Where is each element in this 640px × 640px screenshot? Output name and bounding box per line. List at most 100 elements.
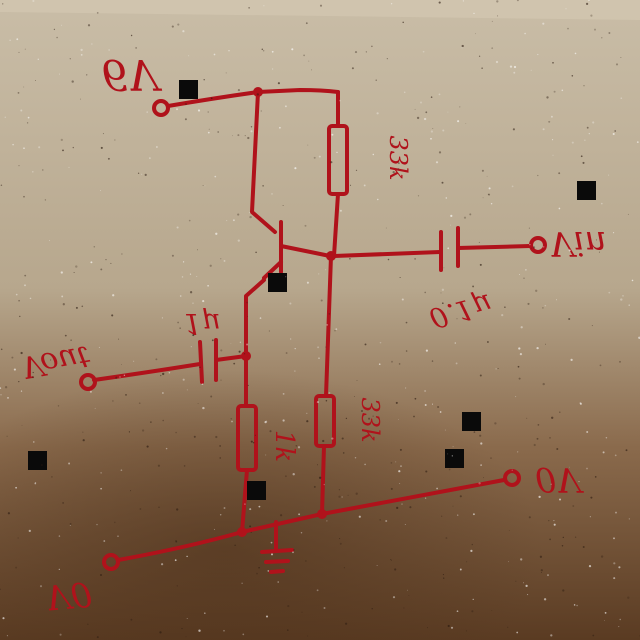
noise-speck — [588, 0, 591, 1]
noise-speck — [586, 467, 588, 470]
noise-speck — [349, 184, 352, 186]
noise-speck — [613, 562, 616, 565]
noise-speck — [338, 495, 341, 498]
noise-speck — [430, 137, 432, 140]
noise-speck — [438, 93, 441, 96]
noise-speck — [618, 566, 621, 569]
noise-speck — [487, 193, 490, 196]
noise-speck — [18, 381, 20, 383]
noise-speck — [193, 435, 196, 438]
noise-speck — [354, 51, 358, 54]
noise-speck — [556, 299, 557, 301]
noise-speck — [615, 511, 617, 514]
noise-speck — [307, 635, 309, 637]
noise-speck — [270, 553, 274, 556]
noise-speck — [511, 185, 514, 188]
noise-speck — [62, 502, 64, 504]
noise-speck — [118, 338, 120, 340]
noise-speck — [204, 185, 206, 187]
noise-speck — [539, 555, 543, 558]
noise-speck — [358, 515, 361, 518]
noise-speck — [424, 390, 427, 392]
noise-speck — [60, 271, 63, 274]
noise-speck — [115, 376, 118, 379]
noise-speck — [419, 101, 423, 104]
noise-speck — [414, 258, 416, 260]
noise-speck — [247, 136, 250, 140]
noise-speck — [68, 462, 71, 465]
noise-speck — [82, 439, 85, 442]
noise-speck — [574, 52, 577, 55]
noise-speck — [585, 2, 589, 6]
noise-speck — [398, 363, 401, 365]
noise-speck — [456, 610, 459, 613]
noise-speck — [271, 193, 273, 195]
noise-speck — [601, 37, 603, 39]
noise-speck — [481, 169, 484, 172]
noise-speck — [462, 0, 465, 2]
noise-speck — [250, 130, 253, 133]
noise-speck — [18, 299, 20, 302]
noise-speck — [542, 245, 545, 248]
noise-speck — [441, 181, 444, 184]
noise-speck — [179, 295, 182, 297]
noise-speck — [82, 431, 84, 433]
noise-speck — [295, 444, 298, 447]
noise-speck — [556, 448, 559, 450]
noise-speck — [277, 82, 280, 85]
noise-speck — [313, 485, 316, 488]
noise-speck — [570, 358, 573, 362]
marker-square — [462, 412, 481, 431]
noise-speck — [518, 377, 521, 380]
noise-speck — [2, 617, 5, 620]
noise-speck — [294, 347, 296, 350]
noise-speck — [201, 383, 204, 386]
noise-speck — [600, 555, 604, 558]
noise-speck — [594, 28, 596, 31]
noise-speck — [57, 405, 60, 407]
noise-speck — [395, 461, 397, 463]
noise-speck — [28, 529, 31, 533]
noise-speck — [450, 626, 454, 629]
noise-speck — [425, 349, 428, 352]
noise-speck — [553, 90, 556, 93]
noise-speck — [397, 168, 399, 170]
noise-speck — [612, 132, 615, 136]
noise-speck — [6, 635, 8, 637]
noise-speck — [61, 295, 64, 298]
noise-speck — [256, 93, 259, 96]
noise-speck — [232, 219, 235, 222]
noise-speck — [284, 105, 287, 108]
noise-speck — [615, 63, 619, 66]
noise-speck — [443, 577, 445, 579]
noise-speck — [536, 346, 539, 350]
noise-speck — [537, 53, 539, 56]
noise-speck — [559, 411, 561, 413]
noise-speck — [567, 27, 569, 30]
noise-speck — [569, 466, 570, 468]
noise-speck — [328, 392, 331, 394]
noise-speck — [316, 464, 319, 466]
noise-speck — [495, 368, 497, 370]
noise-speck — [525, 584, 528, 588]
noise-speck — [339, 209, 342, 212]
noise-speck — [249, 525, 252, 528]
noise-speck — [238, 350, 241, 353]
noise-speck — [365, 51, 367, 53]
noise-speck — [279, 126, 281, 129]
noise-speck — [339, 99, 341, 102]
noise-speck — [530, 69, 532, 71]
noise-speck — [192, 334, 195, 337]
noise-speck — [188, 219, 191, 222]
noise-speck — [459, 568, 462, 571]
noise-speck — [342, 452, 345, 454]
noise-speck — [542, 382, 545, 386]
noise-speck — [606, 610, 608, 612]
noise-speck — [344, 622, 348, 625]
noise-speck — [588, 132, 590, 135]
noise-speck — [121, 253, 123, 255]
noise-speck — [141, 429, 145, 432]
noise-speck — [264, 420, 267, 424]
noise-speck — [439, 411, 442, 413]
noise-speck — [17, 92, 20, 94]
